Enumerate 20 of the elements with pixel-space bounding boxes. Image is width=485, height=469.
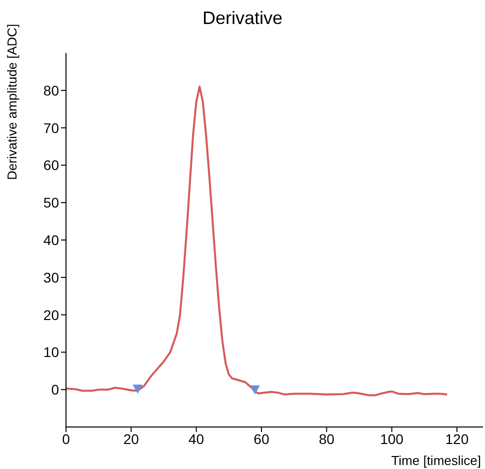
y-tick-label: 20 xyxy=(43,306,60,323)
y-tick-label: 60 xyxy=(43,157,60,174)
x-tick-label: 0 xyxy=(62,430,70,447)
y-tick-label: 10 xyxy=(43,344,60,360)
y-axis-title: Derivative amplitude [ADC] xyxy=(4,24,20,180)
chart-title: Derivative xyxy=(202,8,283,28)
y-tick-label: 30 xyxy=(43,269,60,286)
y-tick-label: 50 xyxy=(43,194,60,211)
x-tick-label: 60 xyxy=(254,430,270,447)
x-tick-label: 120 xyxy=(445,430,469,447)
x-tick-label: 40 xyxy=(188,430,204,447)
y-tick-label: 0 xyxy=(51,382,60,398)
y-tick-label: 70 xyxy=(43,120,60,136)
x-tick-label: 20 xyxy=(123,430,140,447)
y-tick-label: 80 xyxy=(43,82,60,98)
line-series xyxy=(66,86,448,396)
y-tick-label: 40 xyxy=(43,232,60,248)
x-axis-title: Time [timeslice] xyxy=(391,453,481,468)
x-tick-label: 100 xyxy=(380,430,404,447)
x-tick-label: 80 xyxy=(318,430,335,447)
